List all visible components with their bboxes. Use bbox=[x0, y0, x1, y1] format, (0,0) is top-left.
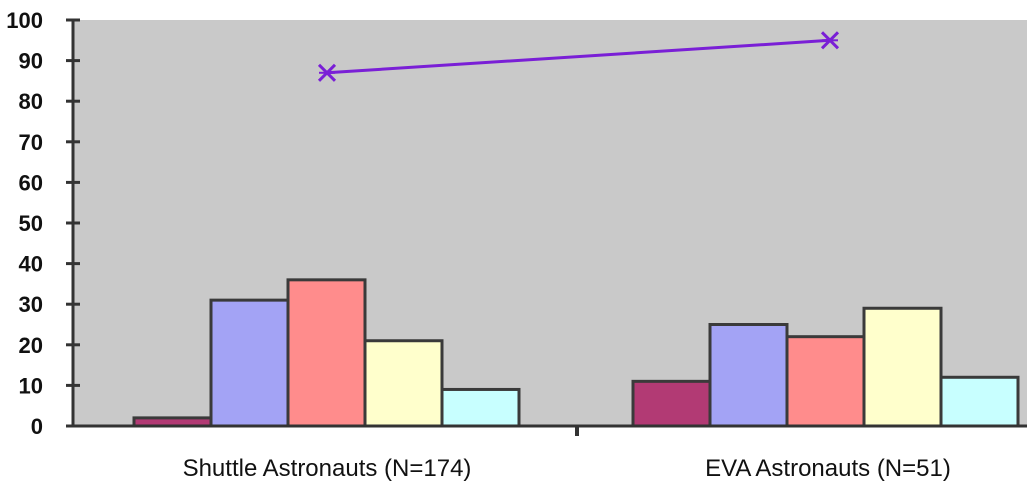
y-tick-label: 10 bbox=[19, 373, 43, 398]
y-tick-label: 50 bbox=[19, 211, 43, 236]
bar bbox=[286, 278, 367, 428]
line-series-layer bbox=[317, 31, 840, 82]
y-tick-label: 80 bbox=[19, 89, 43, 114]
bar bbox=[785, 335, 866, 428]
y-tick-label: 70 bbox=[19, 130, 43, 155]
bar bbox=[939, 375, 1020, 428]
y-ticks-layer: 0 10 20 30 40 50 60 70 80 90 100 bbox=[6, 8, 80, 439]
bar bbox=[708, 323, 789, 428]
bar bbox=[363, 339, 444, 428]
y-tick-label: 90 bbox=[19, 49, 43, 74]
bar bbox=[862, 306, 943, 428]
line-series bbox=[326, 38, 831, 75]
y-tick-label: 40 bbox=[19, 252, 43, 277]
line-point-marker bbox=[317, 63, 337, 82]
y-tick-label: 100 bbox=[6, 8, 43, 33]
line-point-marker bbox=[820, 31, 840, 50]
bar bbox=[631, 379, 712, 428]
y-tick-label: 60 bbox=[19, 170, 43, 195]
bar bbox=[209, 298, 290, 428]
bar bbox=[440, 387, 521, 428]
category-label-shuttle: Shuttle Astronauts (N=174) bbox=[183, 455, 472, 482]
y-tick-label: 0 bbox=[31, 414, 43, 439]
y-tick-label: 20 bbox=[19, 333, 43, 358]
y-tick-label: 30 bbox=[19, 292, 43, 317]
bars-layer bbox=[132, 278, 1020, 428]
category-label-eva: EVA Astronauts (N=51) bbox=[705, 455, 951, 482]
